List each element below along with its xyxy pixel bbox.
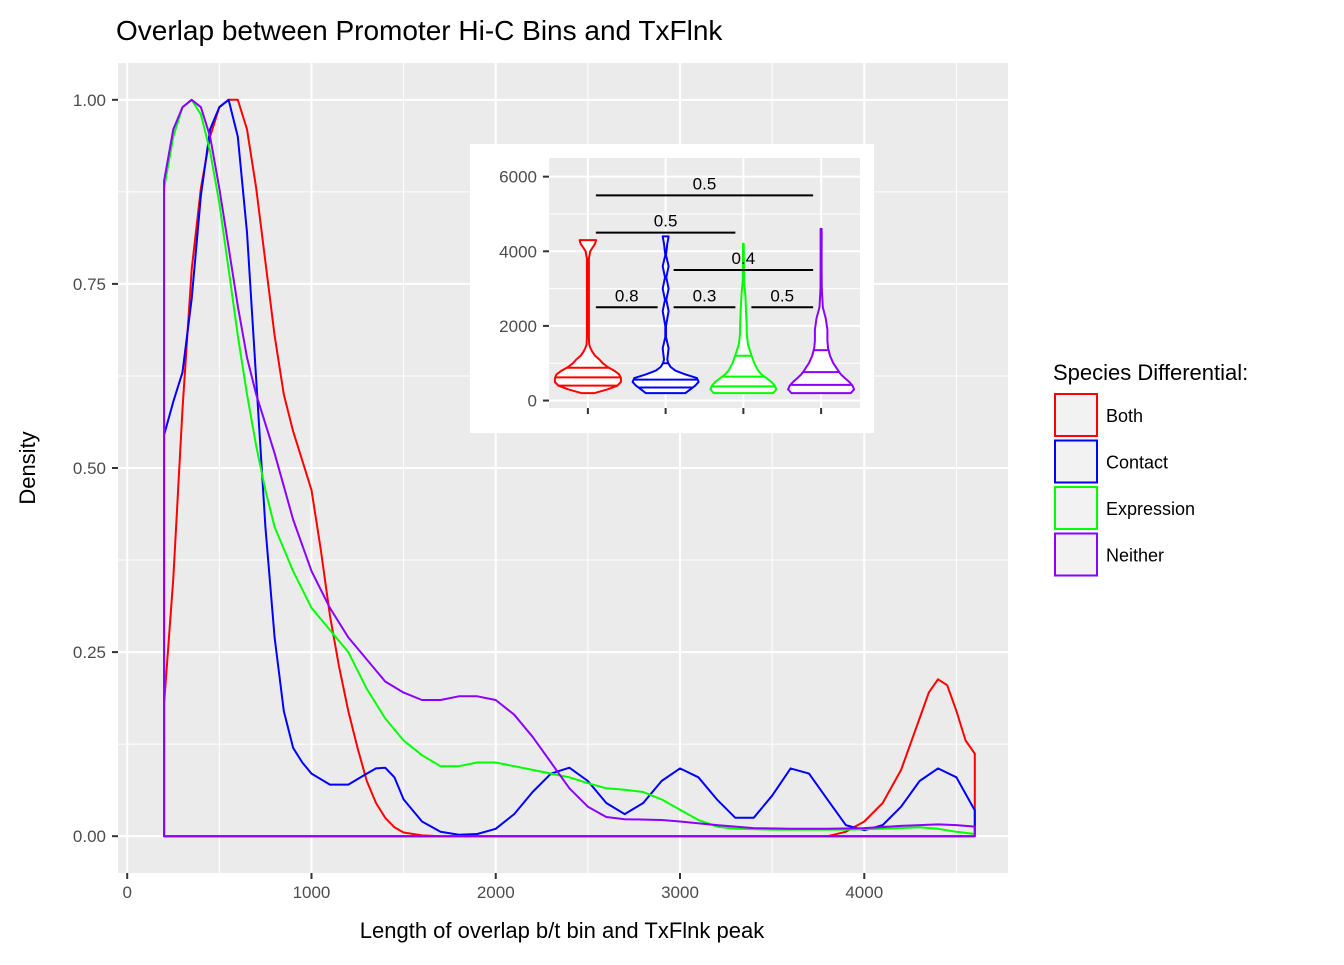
violin-both xyxy=(553,239,622,395)
comparison-pvalue: 0.8 xyxy=(615,286,639,305)
violin-neither xyxy=(787,227,856,395)
x-tick-label: 3000 xyxy=(661,883,699,902)
x-tick-label: 1000 xyxy=(293,883,331,902)
legend-key-contact xyxy=(1054,439,1098,484)
y-tick-label: 0.50 xyxy=(73,459,106,478)
y-tick-label: 1.00 xyxy=(73,91,106,110)
legend-label-both: Both xyxy=(1106,406,1143,426)
density-line-neither xyxy=(163,98,976,838)
inset-violin-panel: 0 2000 4000 6000 0.5 0.5 0.4 0.8 0.3 0.5 xyxy=(470,144,874,433)
legend-title: Species Differential: xyxy=(1053,360,1248,385)
inset-y-tick-label: 6000 xyxy=(499,168,537,187)
density-line-contact xyxy=(163,98,976,838)
y-tick-label: 0.00 xyxy=(73,827,106,846)
comparison-pvalue: 0.5 xyxy=(693,174,717,193)
comparison-pvalue: 0.4 xyxy=(732,249,756,268)
comparison-pvalue: 0.5 xyxy=(770,286,794,305)
legend-key-neither xyxy=(1054,532,1098,577)
y-tick-label: 0.75 xyxy=(73,275,106,294)
y-tick-label: 0.25 xyxy=(73,643,106,662)
chart-title: Overlap between Promoter Hi-C Bins and T… xyxy=(116,15,723,46)
inset-y-tick-label: 2000 xyxy=(499,317,537,336)
comparison-pvalue: 0.5 xyxy=(654,212,678,231)
x-tick-label: 0 xyxy=(122,883,131,902)
legend-key-both xyxy=(1054,393,1098,437)
legend-key-expression xyxy=(1054,486,1098,530)
violin-contact xyxy=(631,235,700,395)
legend-label-expression: Expression xyxy=(1106,499,1195,519)
comparison-pvalue: 0.3 xyxy=(693,286,717,305)
inset-y-tick-label: 4000 xyxy=(499,242,537,261)
inset-y-tick-label: 0 xyxy=(528,392,537,411)
x-tick-label: 4000 xyxy=(845,883,883,902)
violin-expression xyxy=(709,242,778,395)
y-axis-title: Density xyxy=(15,431,40,504)
legend-label-neither: Neither xyxy=(1106,546,1164,566)
x-axis-title: Length of overlap b/t bin and TxFlnk pea… xyxy=(360,918,765,943)
legend: Species Differential: Both Contact Express… xyxy=(1053,360,1248,577)
legend-label-contact: Contact xyxy=(1106,453,1168,473)
x-tick-label: 2000 xyxy=(477,883,515,902)
